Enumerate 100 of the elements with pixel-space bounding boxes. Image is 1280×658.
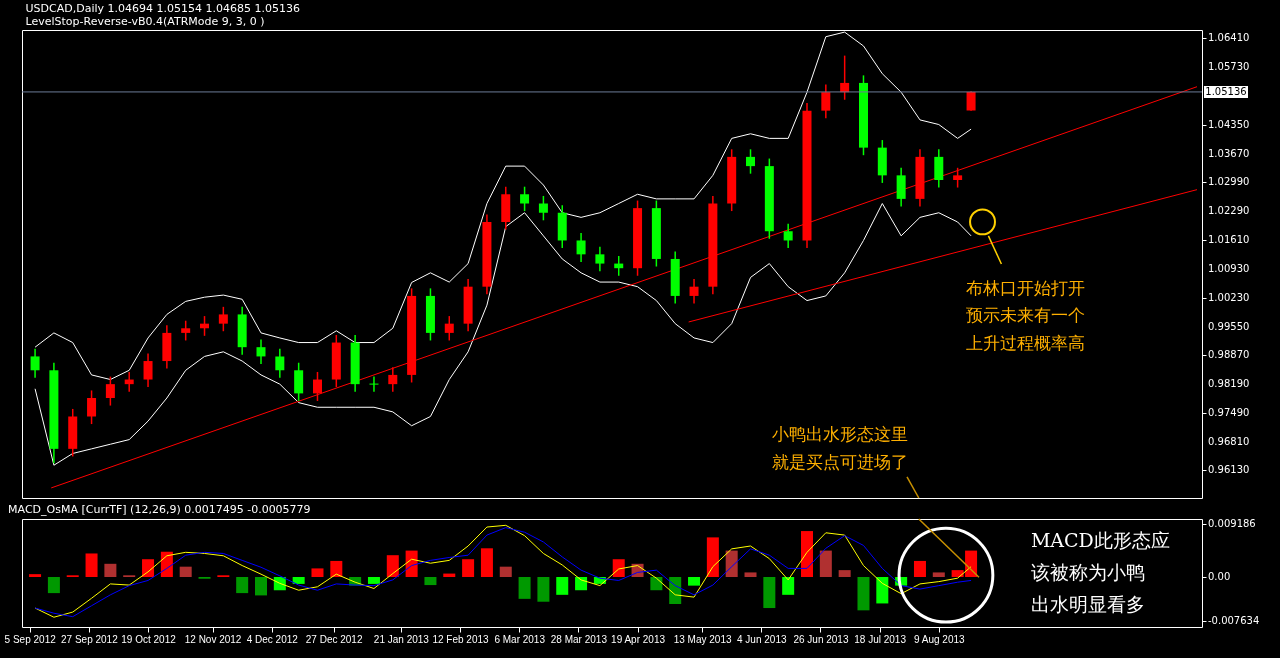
candlestick bbox=[30, 348, 40, 379]
bar bbox=[47, 577, 60, 594]
bar bbox=[801, 531, 813, 578]
y-tick-label: 0.00 bbox=[1208, 571, 1231, 583]
candlestick bbox=[444, 315, 454, 342]
x-tick-label: 5 Sep 2012 bbox=[4, 633, 57, 645]
bar bbox=[29, 574, 42, 578]
y-tick-label: 0.96810 bbox=[1208, 435, 1250, 447]
y-tick-label: 0.97490 bbox=[1208, 407, 1250, 419]
x-tick-label: 12 Nov 2012 bbox=[184, 633, 242, 645]
candlestick bbox=[256, 338, 266, 365]
bar bbox=[518, 577, 531, 599]
bar bbox=[782, 577, 795, 595]
candlestick bbox=[369, 375, 379, 393]
bar bbox=[575, 577, 588, 591]
bar bbox=[932, 572, 945, 578]
candlestick bbox=[87, 389, 97, 425]
bar bbox=[330, 560, 343, 578]
chart-subtitle: LevelStop-Reverse-vB0.4(ATRMode 9, 3, 0 ) bbox=[25, 15, 265, 28]
bar bbox=[913, 560, 926, 578]
x-tick-label: 26 Jun 2013 bbox=[793, 633, 849, 645]
y-tick-label: 1.02290 bbox=[1208, 205, 1250, 217]
bar bbox=[179, 566, 192, 578]
y-tick-label: 1.01610 bbox=[1208, 234, 1250, 246]
y-tick-label: 1.03670 bbox=[1208, 147, 1250, 159]
y-tick-label: 1.00230 bbox=[1208, 292, 1250, 304]
y-tick-label: 0.009186 bbox=[1208, 518, 1256, 530]
candlestick bbox=[595, 246, 605, 272]
bar bbox=[480, 548, 493, 578]
candlestick bbox=[689, 278, 699, 305]
y-tick-label: 0.98870 bbox=[1208, 349, 1250, 361]
candlestick bbox=[934, 148, 944, 189]
bar bbox=[706, 537, 719, 578]
y-tick-label: 1.05730 bbox=[1208, 60, 1250, 72]
candlestick bbox=[783, 222, 793, 249]
y-tick-label: 0.98190 bbox=[1208, 377, 1250, 389]
bar bbox=[236, 577, 249, 594]
x-tick-label: 28 Mar 2013 bbox=[550, 633, 608, 645]
y-tick-label: -0.007634 bbox=[1208, 614, 1260, 626]
annotation: 出水明显看多 bbox=[1030, 593, 1145, 616]
annotation: 上升过程概率高 bbox=[966, 333, 1085, 354]
candlestick bbox=[821, 83, 831, 119]
bar bbox=[857, 577, 870, 611]
bar bbox=[838, 570, 851, 578]
y-tick-label: 1.02990 bbox=[1208, 176, 1250, 188]
chart-title: USDCAD,Daily 1.04694 1.05154 1.04685 1.05136 bbox=[25, 2, 300, 15]
bar bbox=[142, 559, 155, 578]
bar bbox=[311, 568, 324, 578]
bar bbox=[612, 559, 625, 578]
candlestick bbox=[312, 371, 322, 402]
candlestick bbox=[218, 306, 228, 332]
x-tick-label: 27 Dec 2012 bbox=[305, 633, 363, 645]
bar bbox=[424, 577, 437, 586]
y-tick-label: 1.00930 bbox=[1208, 262, 1250, 274]
candlestick bbox=[294, 361, 304, 402]
bar bbox=[462, 559, 475, 578]
bar bbox=[367, 577, 380, 584]
x-tick-label: 18 Jul 2013 bbox=[854, 633, 907, 645]
annotation: 就是买点可进场了 bbox=[772, 451, 909, 472]
x-tick-label: 4 Jun 2013 bbox=[737, 633, 787, 645]
bar bbox=[763, 577, 776, 609]
x-tick-label: 4 Dec 2012 bbox=[246, 633, 299, 645]
bar bbox=[556, 577, 569, 595]
bar bbox=[104, 563, 117, 578]
bar bbox=[386, 555, 399, 578]
annotation: 小鸭出水形态这里 bbox=[772, 423, 909, 444]
x-tick-label: 19 Apr 2013 bbox=[611, 633, 666, 645]
y-tick-label: 1.06410 bbox=[1208, 32, 1250, 44]
x-tick-label: 19 Oct 2012 bbox=[121, 633, 177, 645]
candlestick bbox=[520, 185, 530, 212]
chart-title: MACD_OsMA [CurrTF] (12,26,9) 0.0017495 -0.0005779 bbox=[8, 503, 311, 517]
candlestick bbox=[275, 348, 285, 379]
bar bbox=[537, 577, 550, 602]
candlestick bbox=[143, 352, 153, 388]
bar bbox=[744, 572, 757, 578]
candlestick bbox=[181, 319, 191, 342]
candlestick bbox=[746, 148, 756, 175]
ref-line-label: 1.05136 bbox=[1205, 85, 1247, 97]
bar bbox=[876, 577, 889, 604]
x-tick-label: 12 Feb 2013 bbox=[432, 633, 490, 645]
candlestick bbox=[896, 167, 906, 208]
x-tick-label: 27 Sep 2012 bbox=[61, 633, 119, 645]
candlestick bbox=[388, 366, 398, 393]
candlestick bbox=[105, 375, 115, 407]
annotation: 布林口开始打开 bbox=[966, 278, 1085, 299]
bar bbox=[292, 577, 305, 584]
annotation: MACD此形态应 bbox=[1030, 528, 1170, 551]
candlestick bbox=[953, 167, 963, 189]
bar bbox=[819, 550, 832, 578]
bar bbox=[688, 577, 701, 586]
bar bbox=[255, 577, 267, 596]
bar bbox=[85, 553, 98, 578]
y-tick-label: 0.99550 bbox=[1208, 320, 1250, 332]
bar bbox=[499, 566, 512, 578]
candlestick bbox=[538, 195, 548, 222]
x-tick-label: 9 Aug 2013 bbox=[913, 633, 966, 645]
x-tick-label: 21 Jan 2013 bbox=[373, 633, 430, 645]
annotation: 预示未来有一个 bbox=[966, 305, 1085, 326]
y-tick-label: 0.96130 bbox=[1208, 464, 1250, 476]
x-tick-label: 6 Mar 2013 bbox=[494, 633, 546, 645]
